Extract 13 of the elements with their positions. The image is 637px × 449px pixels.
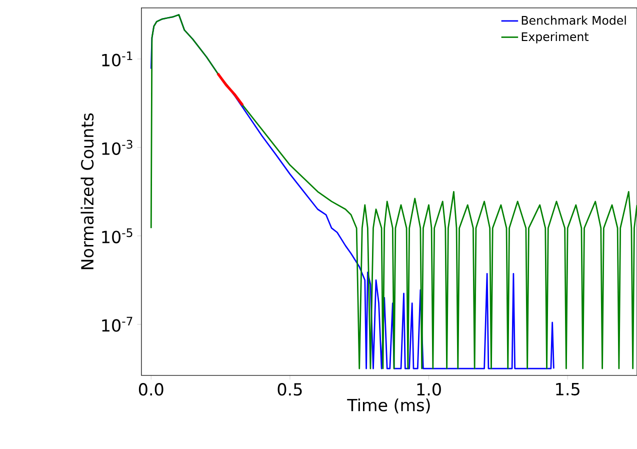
y-tick-label: 10$^{-5}$ bbox=[102, 228, 132, 244]
y-axis-title: Normalized Counts bbox=[80, 113, 94, 269]
line-series bbox=[216, 72, 244, 106]
y-tick-label: 10$^{-1}$ bbox=[102, 51, 132, 66]
y-tick-label: 10$^{-7}$ bbox=[102, 316, 132, 332]
legend-label: Benchmark Model bbox=[522, 16, 626, 25]
legend-label: Experiment bbox=[522, 32, 589, 44]
x-tick-label: 0.0 bbox=[138, 382, 164, 396]
x-axis-title: Time (ms) bbox=[347, 398, 430, 414]
x-tick-label: 1.0 bbox=[417, 382, 441, 396]
x-tick-label: 1.5 bbox=[556, 382, 580, 396]
x-tick-label: 0.5 bbox=[278, 382, 302, 396]
y-tick-label: 10$^{-3}$ bbox=[102, 140, 132, 155]
